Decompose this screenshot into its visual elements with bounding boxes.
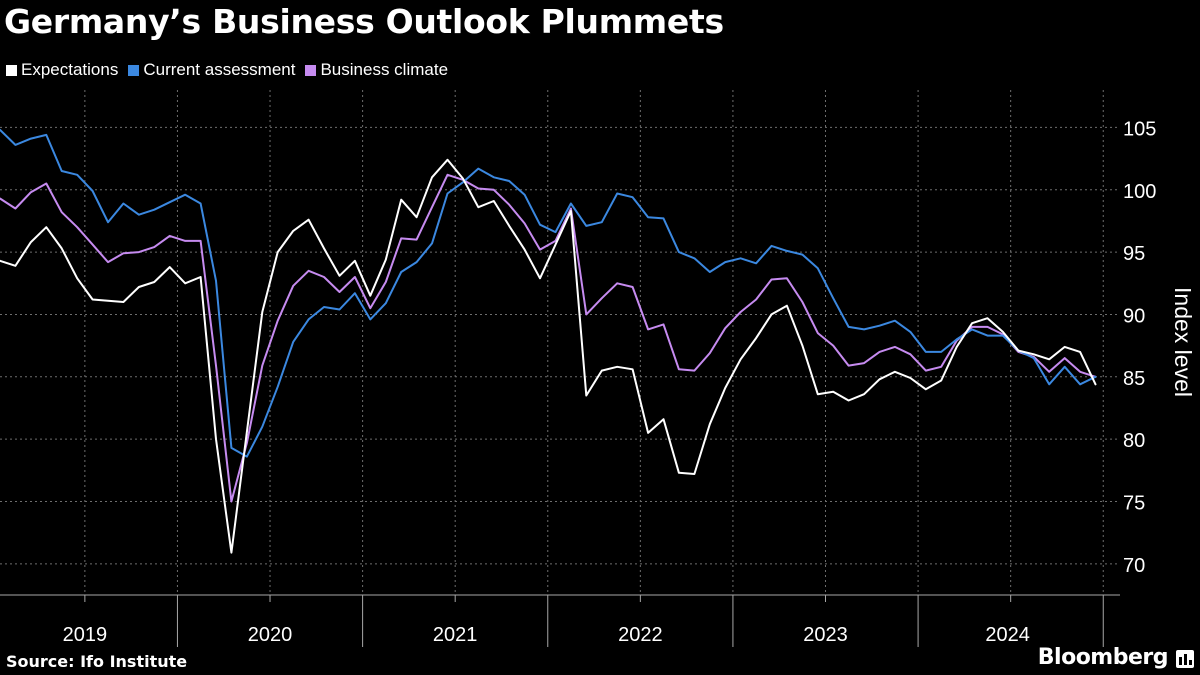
series-line-expectations — [0, 158, 1097, 554]
gridlines — [0, 90, 1120, 595]
legend-swatch-expectations — [6, 64, 17, 76]
x-tick-label-year: 2020 — [248, 624, 293, 646]
y-tick-label: 85 — [1123, 368, 1145, 390]
legend-label-business-climate: Business climate — [320, 60, 449, 79]
x-tick-label-year: 2019 — [63, 624, 108, 646]
series-line-current-assessment — [0, 128, 1097, 458]
y-tick-label: 105 — [1123, 118, 1156, 140]
legend-swatch-business-climate — [305, 64, 317, 76]
y-tick-label: 75 — [1123, 492, 1145, 514]
y-tick-label: 90 — [1123, 305, 1145, 327]
series-line-business-climate — [0, 173, 1097, 503]
source-note: Source: Ifo Institute — [6, 652, 188, 671]
bloomberg-logo: Bloomberg — [1037, 645, 1169, 670]
y-tick-label: 100 — [1123, 181, 1156, 203]
legend-item-current-assessment: Current assessment — [128, 60, 295, 80]
legend-item-business-climate: Business climate — [305, 60, 448, 80]
y-tick-label: 80 — [1123, 430, 1145, 452]
legend-label-current-assessment: Current assessment — [143, 60, 296, 79]
legend-item-expectations: Expectations — [6, 60, 118, 80]
x-tick-label-year: 2022 — [618, 624, 663, 646]
series-lines — [0, 128, 1097, 554]
chart-title: Germany’s Business Outlook Plummets — [4, 2, 724, 41]
bloomberg-chart-icon — [1176, 650, 1194, 668]
legend-swatch-current-assessment — [128, 64, 140, 76]
legend: Expectations Current assessment Business… — [6, 60, 458, 80]
x-tick-label-year: 2024 — [985, 624, 1030, 646]
legend-label-expectations: Expectations — [21, 60, 119, 79]
x-tick-label-year: 2021 — [433, 624, 478, 646]
y-tick-label: 95 — [1123, 243, 1145, 265]
y-tick-label: 70 — [1123, 555, 1145, 577]
y-axis-label: Index level — [1170, 287, 1196, 397]
axes: 70 75 80 85 90 95 100 105 2019 2020 2021 2022 2023 20… — [0, 118, 1156, 647]
x-tick-label-year: 2023 — [803, 624, 848, 646]
